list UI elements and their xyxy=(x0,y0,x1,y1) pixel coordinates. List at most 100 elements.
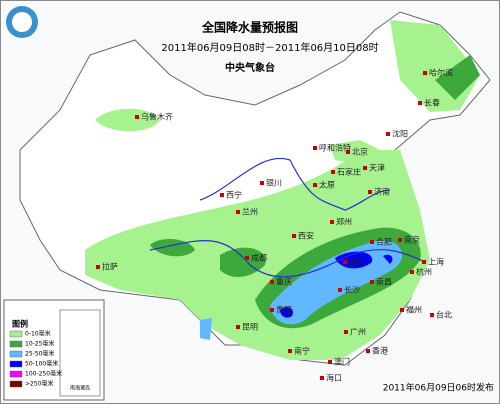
city-marker xyxy=(418,101,422,105)
footer: 2011年06月09日06时发布 xyxy=(383,382,494,394)
legend-label: 50-100毫米 xyxy=(25,360,58,368)
rain-area xyxy=(95,108,160,132)
legend-swatch xyxy=(9,370,23,378)
rain-area xyxy=(335,251,373,269)
city-marker xyxy=(96,265,100,269)
city-marker xyxy=(288,349,292,353)
title: 全国降水量预报图 xyxy=(201,20,298,35)
city-label: 兰州 xyxy=(242,207,258,217)
city-label: 武汉 xyxy=(349,257,365,267)
city-marker xyxy=(386,132,390,136)
city-marker xyxy=(236,210,240,214)
city-marker xyxy=(344,330,348,334)
city-label: 上海 xyxy=(428,257,444,267)
city-marker xyxy=(338,288,342,292)
yangtze xyxy=(149,239,426,278)
city-marker xyxy=(135,115,139,119)
city-marker xyxy=(410,270,414,274)
inset-label: 南海诸岛 xyxy=(70,385,90,392)
city-marker xyxy=(270,280,274,284)
legend-label: 10-25毫米 xyxy=(25,340,54,348)
rain-area xyxy=(330,140,380,165)
city-label: 海口 xyxy=(326,373,342,383)
city-marker xyxy=(313,183,317,187)
legend-label: 0-10毫米 xyxy=(25,330,51,338)
logo-inner xyxy=(12,12,32,32)
legend-label: 25-50毫米 xyxy=(25,350,54,358)
city-label: 拉萨 xyxy=(102,262,118,272)
city-label: 澳门 xyxy=(334,357,350,367)
city-marker xyxy=(245,256,249,260)
city-label: 成都 xyxy=(251,253,267,263)
inset-box xyxy=(59,309,101,397)
city-marker xyxy=(363,166,367,170)
legend-swatch xyxy=(9,340,23,348)
city-marker xyxy=(313,146,317,150)
city-label: 银川 xyxy=(266,178,282,188)
city-label: 台北 xyxy=(436,310,452,320)
city-label: 香港 xyxy=(372,346,388,356)
rain-area xyxy=(383,254,393,264)
city-marker xyxy=(331,170,335,174)
city-marker xyxy=(292,234,296,238)
city-marker xyxy=(343,260,347,264)
rain-area xyxy=(280,307,293,318)
city-label: 天津 xyxy=(369,163,385,173)
city-marker xyxy=(346,150,350,154)
city-label: 昆明 xyxy=(242,323,258,332)
city-marker xyxy=(368,190,372,194)
yellow-river xyxy=(199,157,391,211)
city-label: 福州 xyxy=(406,306,422,315)
city-label: 南京 xyxy=(404,235,420,245)
city-label: 合肥 xyxy=(376,237,392,247)
legend-title: 图例 xyxy=(12,319,28,329)
rain-area xyxy=(200,318,212,340)
city-marker xyxy=(400,308,404,312)
legend-label: 100-250毫米 xyxy=(25,370,62,378)
city-marker xyxy=(422,260,426,264)
city-marker xyxy=(270,308,274,312)
legend-swatch xyxy=(9,330,23,338)
legend-swatch xyxy=(9,350,23,358)
city-marker xyxy=(370,240,374,244)
city-label: 呼和浩特 xyxy=(319,143,351,153)
rain-area xyxy=(435,55,480,100)
issuer: 中央气象台 xyxy=(225,61,275,74)
city-marker xyxy=(260,181,264,185)
city-marker xyxy=(236,325,240,329)
city-label: 郑州 xyxy=(336,217,352,227)
legend-swatch xyxy=(9,380,23,388)
city-marker xyxy=(423,71,427,75)
rain-areas xyxy=(85,20,480,360)
city-marker xyxy=(320,376,324,380)
city-label: 南宁 xyxy=(294,346,310,356)
city-label: 哈尔滨 xyxy=(429,68,453,78)
legend-swatch xyxy=(9,360,23,368)
city-label: 北京 xyxy=(352,147,368,157)
city-marker xyxy=(330,220,334,224)
city-marker xyxy=(430,313,434,317)
period: 2011年06月09日08时－2011年06月10日08时 xyxy=(161,41,378,54)
city-label: 济南 xyxy=(374,187,390,197)
city-label: 广州 xyxy=(350,327,366,337)
city-label: 太原 xyxy=(319,180,335,190)
city-label: 贵阳 xyxy=(276,305,292,315)
city-label: 杭州 xyxy=(416,267,432,277)
city-label: 重庆 xyxy=(276,277,292,287)
city-marker xyxy=(398,238,402,242)
city-marker xyxy=(220,193,224,197)
rivers xyxy=(149,157,426,278)
city-label: 沈阳 xyxy=(392,129,408,139)
legend-label: >250毫米 xyxy=(25,380,53,388)
city-label: 长春 xyxy=(424,98,440,108)
city-marker xyxy=(366,349,370,353)
city-label: 西宁 xyxy=(226,190,242,200)
city-marker xyxy=(328,360,332,364)
city-label: 乌鲁木齐 xyxy=(141,112,173,122)
city-label: 西安 xyxy=(298,231,314,241)
city-label: 南昌 xyxy=(376,277,392,287)
city-marker xyxy=(370,280,374,284)
rain-area xyxy=(220,247,266,277)
city-label: 长沙 xyxy=(344,285,360,295)
